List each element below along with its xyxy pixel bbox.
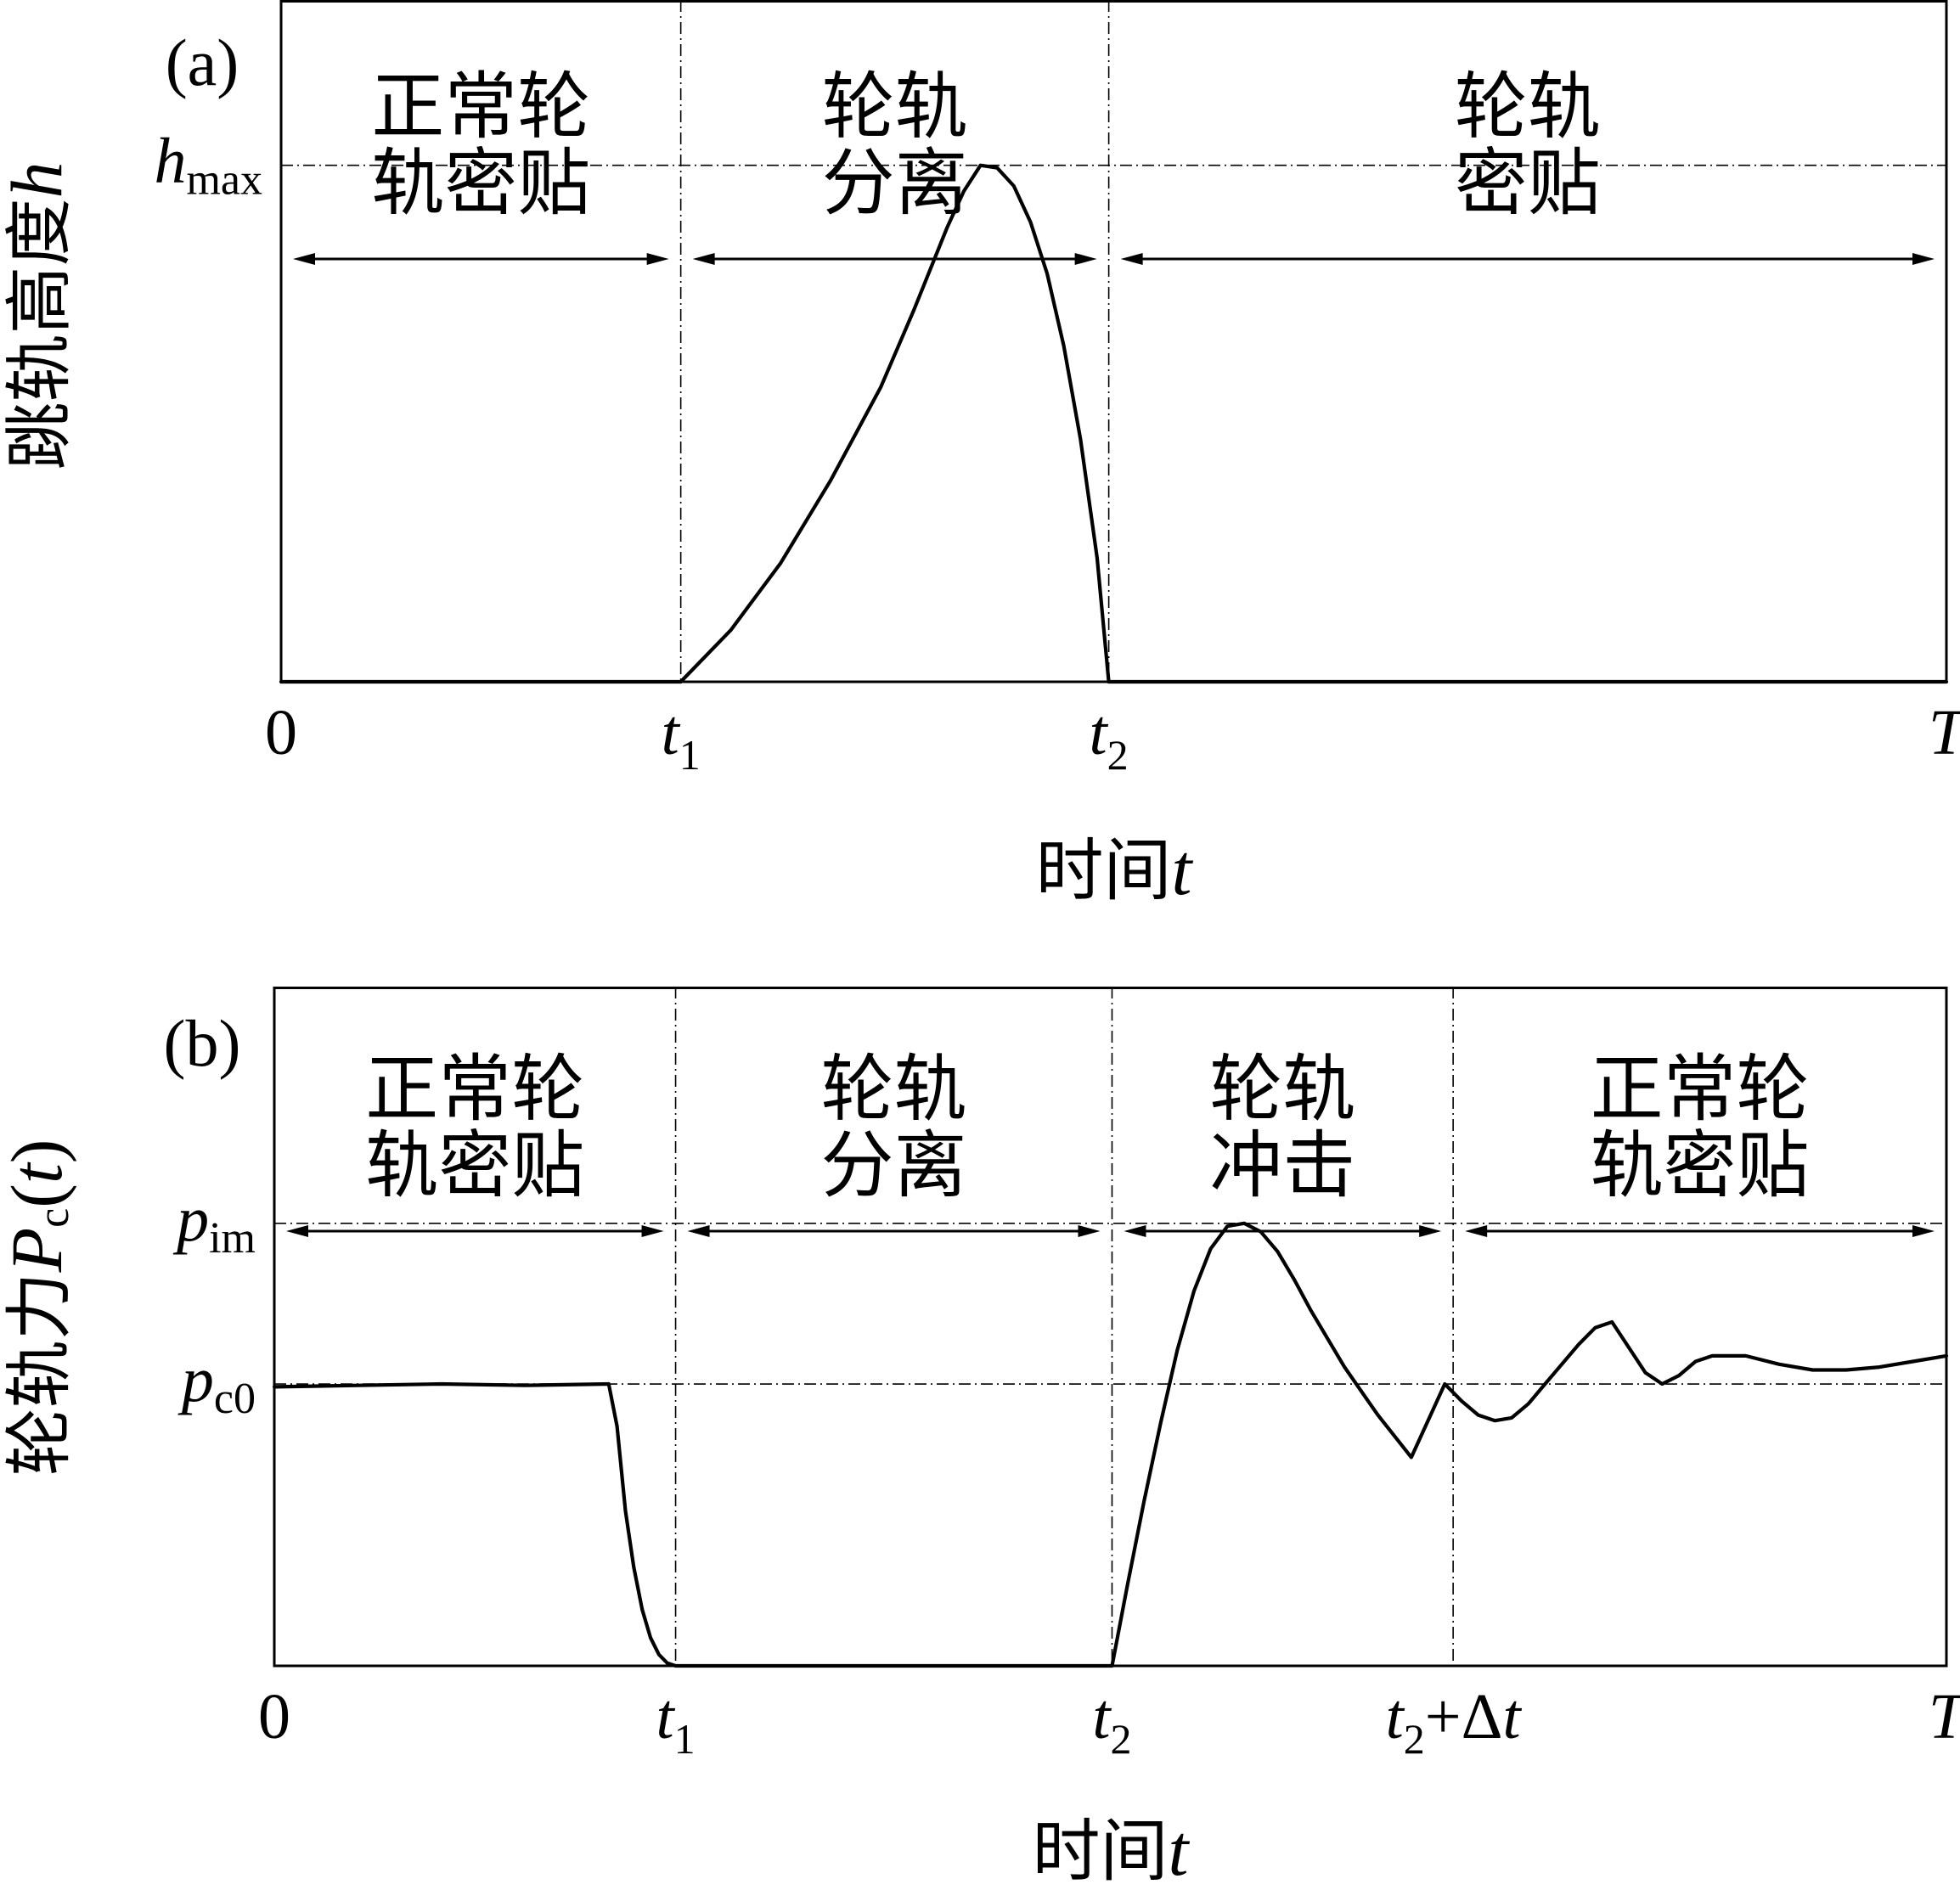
phase-label-separation-line1: 轮轨 [821, 1047, 967, 1132]
phase-arrowhead-right-impact [1419, 1225, 1442, 1237]
x-tick-label-t2-dt: t2+Δt [1386, 1681, 1523, 1763]
series-line [272, 1221, 1949, 1668]
panel-a-jump-height: (a)正常轮轨密贴轮轨分离轮轨密贴0t1t2Thmax时间t跳轨高度h [0, 0, 1960, 910]
x-tick-label-T: T [1929, 1681, 1960, 1752]
phase-arrowhead-right-separation [1078, 1225, 1101, 1237]
phase-label-separation-line2: 分离 [822, 141, 968, 226]
phase-arrowhead-left-normal-contact-1 [286, 1225, 308, 1237]
panel-label: (b) [164, 1006, 241, 1080]
phase-arrowhead-right-contact [1912, 253, 1935, 265]
x-tick-label-t2: t2 [1090, 697, 1129, 779]
phase-label-impact-line1: 轮轨 [1209, 1047, 1355, 1132]
y-axis-label: 跳轨高度h [0, 162, 79, 470]
phase-label-normal-contact-2-line2: 轨密贴 [1591, 1123, 1810, 1208]
x-tick-label-zero: 0 [258, 1681, 290, 1752]
y-tick-label-pc0: pc0 [177, 1344, 256, 1423]
phase-arrowhead-right-normal-contact-1 [641, 1225, 664, 1237]
phase-arrowhead-right-normal-contact-2 [1912, 1225, 1935, 1237]
panel-b-wheel-rail-force: (b)正常轮轨密贴轮轨分离轮轨冲击正常轮轨密贴0t1t2t2+ΔtTpimpc0… [0, 987, 1960, 1890]
phase-label-normal-contact-1-line1: 正常轮 [365, 1047, 584, 1132]
x-tick-label-t1: t1 [656, 1681, 695, 1763]
phase-arrowhead-left-contact [1120, 253, 1143, 265]
phase-arrowhead-left-separation [687, 1225, 710, 1237]
phase-label-separation-line1: 轮轨 [822, 65, 968, 149]
phase-label-separation-line2: 分离 [821, 1123, 967, 1208]
x-tick-label-T: T [1929, 697, 1960, 768]
phase-arrowhead-left-separation [692, 253, 715, 265]
phase-arrowhead-right-normal-contact [646, 253, 669, 265]
y-tick-label-pim: pim [172, 1184, 256, 1263]
y-axis-label: 轮轨力Pc(t) [0, 1139, 79, 1477]
phase-arrowhead-left-impact [1124, 1225, 1146, 1237]
panel-label: (a) [166, 25, 239, 99]
phase-label-contact-line2: 密贴 [1455, 141, 1601, 226]
phase-arrowhead-right-separation [1074, 253, 1097, 265]
phase-label-contact-line1: 轮轨 [1455, 65, 1601, 149]
x-axis-label: 时间t [1033, 1809, 1191, 1890]
phase-label-normal-contact-line1: 正常轮 [371, 65, 590, 149]
phase-label-normal-contact-line2: 轨密贴 [371, 141, 590, 226]
phase-arrowhead-left-normal-contact-2 [1465, 1225, 1488, 1237]
y-tick-label-hmax: hmax [154, 126, 262, 205]
phase-label-normal-contact-2-line1: 正常轮 [1591, 1047, 1810, 1132]
phase-label-normal-contact-1-line2: 轨密贴 [365, 1123, 584, 1208]
x-axis-label: 时间t [1036, 829, 1194, 910]
phase-label-impact-line2: 冲击 [1209, 1123, 1355, 1208]
x-tick-label-t1: t1 [662, 697, 701, 779]
phase-arrowhead-left-normal-contact [293, 253, 315, 265]
series-line [279, 163, 1949, 684]
x-tick-label-t2: t2 [1092, 1681, 1131, 1763]
x-tick-label-zero: 0 [265, 697, 297, 768]
